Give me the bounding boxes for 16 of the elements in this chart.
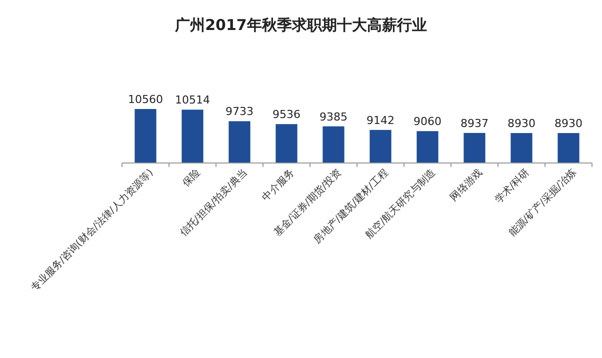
data-label: 9733 bbox=[226, 105, 254, 118]
data-label: 9385 bbox=[320, 110, 348, 124]
data-label: 10560 bbox=[128, 93, 163, 106]
data-label: 8937 bbox=[460, 116, 488, 130]
chart-title: 广州2017年秋季求职期十大高薪行业 bbox=[174, 16, 427, 34]
x-tick-label: 中介服务 bbox=[260, 166, 297, 204]
data-label: 9060 bbox=[414, 115, 442, 128]
x-tick-label: 网络游戏 bbox=[448, 166, 485, 204]
x-tick-label: 专业服务/咨询(财会/法律/人力资源等) bbox=[28, 166, 156, 294]
data-label: 8930 bbox=[554, 117, 582, 130]
x-tick-label: 保险 bbox=[180, 166, 203, 190]
data-label: 9142 bbox=[366, 114, 394, 127]
x-tick-label: 学术/科研 bbox=[492, 166, 532, 206]
data-label: 8930 bbox=[508, 117, 536, 130]
data-label: 9536 bbox=[272, 108, 300, 122]
data-label: 10514 bbox=[175, 94, 210, 107]
